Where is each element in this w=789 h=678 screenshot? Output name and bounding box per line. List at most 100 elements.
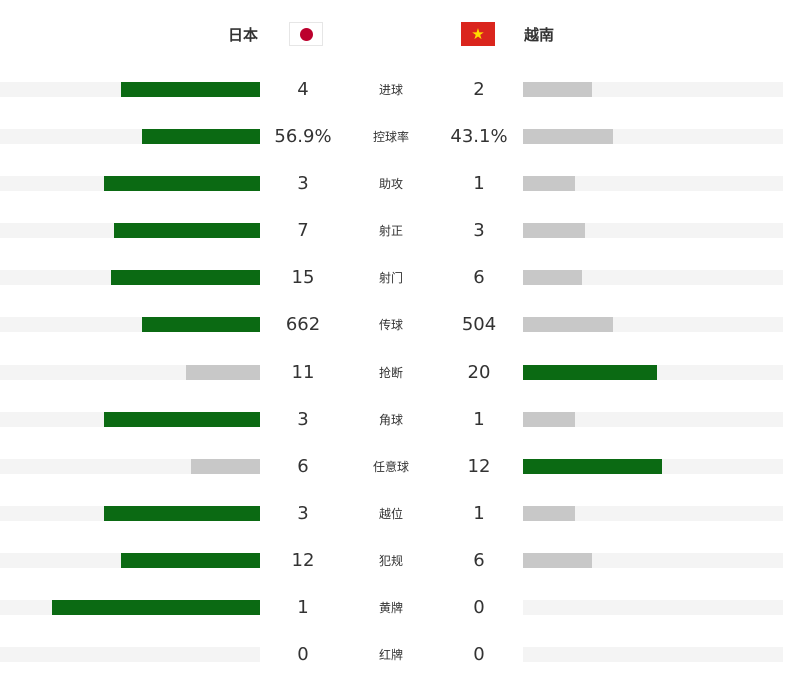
stat-row: 3 越位 1 — [0, 490, 789, 537]
away-stat-bar — [523, 317, 613, 333]
away-stat-value: 2 — [473, 79, 485, 100]
stat-row: 56.9% 控球率 43.1% — [0, 113, 789, 160]
away-stat-bar — [523, 82, 592, 97]
stat-label: 越位 — [378, 506, 403, 521]
away-stat-bar — [523, 552, 592, 568]
away-bar-track — [523, 82, 783, 97]
away-stat-value: 504 — [461, 314, 497, 336]
away-stat-bar — [523, 364, 657, 380]
japan-flag-icon — [289, 22, 323, 46]
away-bar-track — [523, 364, 783, 380]
home-bar-track — [0, 176, 260, 192]
away-bar-track — [523, 505, 783, 521]
away-stat-bar — [523, 411, 575, 427]
away-stat-value: 1 — [473, 502, 485, 524]
stat-row: 15 射门 6 — [0, 254, 789, 301]
home-stat-value: 0 — [297, 644, 309, 666]
stat-row: 6 任意球 12 — [0, 443, 789, 490]
away-bar-track — [523, 176, 783, 192]
match-stats-header: 日本 ★ 越南 — [0, 0, 789, 70]
home-bar-track — [0, 458, 260, 474]
home-bar-track — [0, 600, 260, 616]
home-stat-value: 11 — [291, 361, 315, 383]
stat-row: 3 角球 1 — [0, 396, 789, 443]
stat-row: 3 助攻 1 — [0, 160, 789, 207]
stat-label: 犯规 — [378, 553, 403, 568]
away-stat-value: 6 — [473, 267, 485, 289]
away-bar-track — [523, 317, 783, 333]
away-bar-track — [523, 270, 783, 286]
away-stat-bar — [523, 176, 575, 192]
home-stat-value: 1 — [297, 597, 309, 619]
away-stat-bar — [523, 223, 585, 239]
away-bar-track — [523, 458, 783, 474]
home-stat-bar — [191, 458, 260, 474]
home-bar-track — [0, 364, 260, 380]
home-bar-track — [0, 411, 260, 427]
away-stat-value: 0 — [473, 597, 485, 619]
home-stat-bar — [111, 270, 260, 286]
home-stat-bar — [121, 552, 260, 568]
home-stat-bar — [114, 223, 260, 239]
away-bar-track — [523, 223, 783, 239]
away-team-name: 越南 — [524, 26, 555, 44]
away-stat-value: 1 — [473, 173, 485, 195]
stat-label: 射正 — [378, 224, 403, 239]
home-bar-track — [0, 317, 260, 333]
away-bar-track — [523, 129, 783, 145]
stat-row: 4 进球 2 — [0, 66, 789, 113]
home-stat-value: 4 — [297, 79, 309, 100]
stat-label: 助攻 — [378, 177, 403, 192]
away-stat-value: 0 — [473, 644, 485, 666]
stat-label: 抢断 — [378, 365, 403, 380]
stat-label: 黄牌 — [378, 601, 403, 616]
away-stat-bar — [523, 129, 613, 145]
home-stat-value: 3 — [297, 408, 309, 430]
home-stat-bar — [104, 176, 260, 192]
home-stat-value: 12 — [291, 549, 315, 571]
home-stat-bar — [142, 129, 260, 145]
home-stat-value: 56.9% — [274, 126, 332, 148]
away-bar-track — [523, 411, 783, 427]
home-bar-track — [0, 552, 260, 568]
home-stat-bar — [186, 364, 260, 380]
stat-label: 角球 — [378, 412, 403, 427]
away-bar-track — [523, 552, 783, 568]
away-stat-bar — [523, 270, 582, 286]
stat-label: 射门 — [378, 271, 403, 286]
home-bar-track — [0, 223, 260, 239]
vietnam-flag-icon: ★ — [461, 22, 495, 46]
home-bar-track — [0, 82, 260, 97]
home-stat-bar — [52, 600, 260, 616]
stat-label: 任意球 — [372, 459, 409, 474]
stat-label: 控球率 — [372, 130, 409, 145]
home-stat-bar — [104, 505, 260, 521]
home-stat-bar — [104, 411, 260, 427]
away-stat-value: 20 — [467, 361, 491, 383]
away-stat-value: 6 — [473, 549, 485, 571]
stat-row: 7 射正 3 — [0, 207, 789, 254]
away-bar-track — [523, 600, 783, 616]
stat-label: 红牌 — [378, 648, 403, 663]
stat-label: 进球 — [378, 83, 403, 97]
home-stat-value: 3 — [297, 173, 309, 195]
stat-row: 12 犯规 6 — [0, 537, 789, 584]
home-stat-value: 3 — [297, 502, 309, 524]
away-stat-bar — [523, 505, 575, 521]
home-stat-value: 662 — [285, 314, 321, 336]
home-stat-bar — [121, 82, 260, 97]
away-stat-value: 1 — [473, 408, 485, 430]
home-bar-track — [0, 647, 260, 663]
away-stat-bar — [523, 458, 662, 474]
home-bar-track — [0, 270, 260, 286]
away-bar-track — [523, 647, 783, 663]
away-stat-value: 3 — [473, 220, 485, 242]
stat-row: 662 传球 504 — [0, 301, 789, 348]
home-stat-value: 7 — [297, 220, 309, 242]
stats-list: 4 进球 2 56.9% 控球率 43.1% 3 助攻 1 7 射正 3 15 射门 6 662 传球 504 11… — [0, 66, 789, 678]
home-bar-track — [0, 505, 260, 521]
stat-row: 1 黄牌 0 — [0, 584, 789, 631]
stat-row: 0 红牌 0 — [0, 631, 789, 678]
home-team-name: 日本 — [228, 26, 259, 44]
away-stat-value: 12 — [467, 455, 491, 477]
